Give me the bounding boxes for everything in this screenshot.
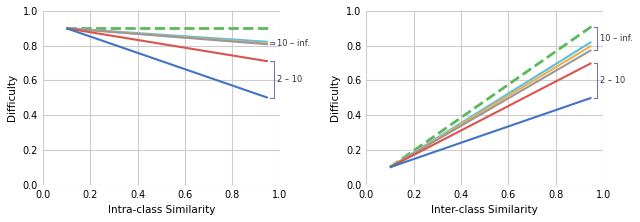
X-axis label: Intra-class Similarity: Intra-class Similarity xyxy=(108,205,215,215)
Text: 2 – 10: 2 – 10 xyxy=(276,75,302,84)
Text: 2 – 10: 2 – 10 xyxy=(600,76,625,85)
Y-axis label: Difficulty: Difficulty xyxy=(7,74,17,121)
Text: 10 – inf.: 10 – inf. xyxy=(600,34,633,43)
Text: 10 – inf.: 10 – inf. xyxy=(276,39,309,48)
Y-axis label: Difficulty: Difficulty xyxy=(330,74,340,121)
X-axis label: Inter-class Similarity: Inter-class Similarity xyxy=(431,205,538,215)
